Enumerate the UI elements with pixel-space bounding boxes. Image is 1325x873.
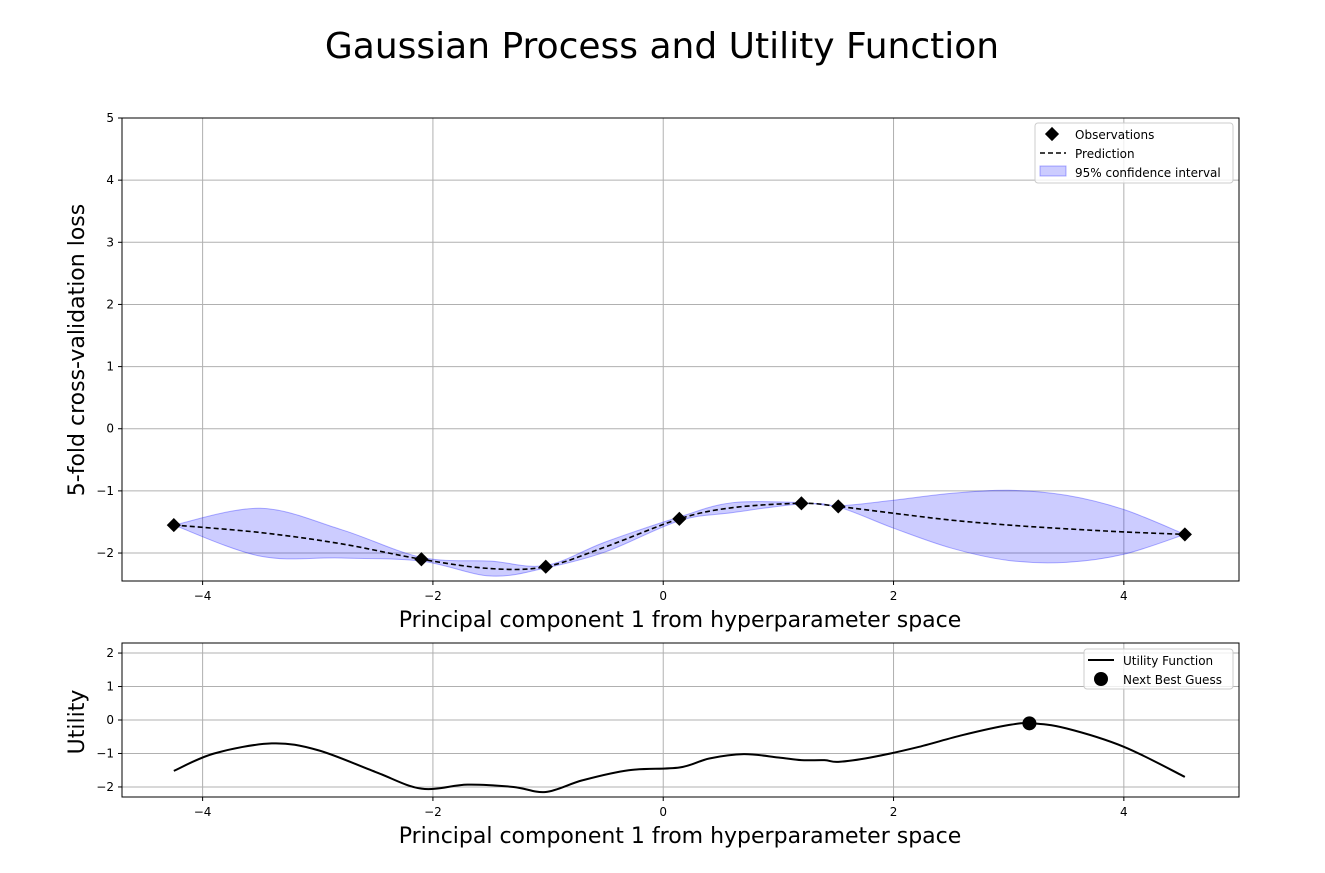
legend-prediction-label: Prediction bbox=[1075, 147, 1135, 161]
utility-line-layer bbox=[173, 722, 1186, 794]
gp-x-tick-label: −4 bbox=[194, 589, 212, 603]
ut-y-tick-label: 0 bbox=[106, 713, 114, 727]
gp-y-tick-label: 1 bbox=[106, 360, 114, 374]
utility-function-line bbox=[173, 722, 1186, 794]
gp-prediction-layer bbox=[173, 502, 1185, 571]
gp-observation-point bbox=[1177, 527, 1192, 542]
gp-observations-layer bbox=[166, 496, 1192, 574]
ut-x-tick-label: 2 bbox=[890, 805, 898, 819]
utility-x-ticks: −4 −2 0 2 4 bbox=[194, 797, 1128, 819]
gp-y-tick-label: −1 bbox=[96, 484, 114, 498]
gp-x-tick-label: −2 bbox=[424, 589, 442, 603]
ut-x-tick-label: 4 bbox=[1120, 805, 1128, 819]
ut-y-tick-label: 2 bbox=[106, 646, 114, 660]
utility-legend-box bbox=[1083, 648, 1234, 690]
ut-y-tick-label: −1 bbox=[96, 746, 114, 760]
gp-y-ticks: −2 −1 0 1 2 3 4 5 bbox=[96, 111, 122, 560]
next-best-guess-point bbox=[1022, 716, 1037, 731]
legend-ci-label: 95% confidence interval bbox=[1075, 166, 1221, 180]
legend-observations-marker bbox=[1044, 126, 1060, 142]
gp-observation-point bbox=[672, 511, 687, 526]
gp-observation-point bbox=[414, 552, 429, 567]
chart-title: Gaussian Process and Utility Function bbox=[325, 26, 999, 67]
gp-panel: −4 −2 0 2 4 −2 −1 0 1 2 3 4 5 Principal component 1… bbox=[65, 111, 1240, 633]
ut-x-tick-label: −4 bbox=[194, 805, 212, 819]
gp-x-ticks: −4 −2 0 2 4 bbox=[194, 581, 1128, 603]
gp-prediction-line bbox=[173, 502, 1185, 571]
gp-observation-point bbox=[166, 517, 181, 533]
gp-plot-frame bbox=[121, 117, 1240, 582]
gp-y-tick-label: −2 bbox=[96, 546, 114, 560]
gp-legend-box bbox=[1034, 122, 1234, 184]
utility-y-ticks: −2 −1 0 1 2 bbox=[96, 646, 122, 794]
legend-ci-patch bbox=[1039, 165, 1067, 177]
utility-next-guess-layer bbox=[1022, 716, 1037, 731]
gp-y-tick-label: 0 bbox=[106, 422, 114, 436]
ut-x-tick-label: −2 bbox=[424, 805, 442, 819]
ut-y-tick-label: −2 bbox=[96, 780, 114, 794]
utility-panel: −4 −2 0 2 4 −2 −1 0 1 2 Principal component 1 fr… bbox=[65, 642, 1240, 849]
gp-confidence-band-layer bbox=[171, 489, 1187, 577]
gp-y-axis-label: 5-fold cross-validation loss bbox=[65, 204, 90, 496]
gp-y-tick-label: 5 bbox=[106, 111, 114, 125]
gp-observation-point bbox=[538, 559, 553, 574]
legend-observations-label: Observations bbox=[1075, 128, 1154, 142]
ut-x-tick-label: 0 bbox=[659, 805, 667, 819]
gp-x-tick-label: 0 bbox=[659, 589, 667, 603]
gp-y-tick-label: 4 bbox=[106, 173, 114, 187]
gp-y-tick-label: 3 bbox=[106, 235, 114, 249]
gp-observation-point bbox=[831, 499, 846, 514]
legend-utility-label: Utility Function bbox=[1123, 654, 1213, 668]
legend-next-guess-label: Next Best Guess bbox=[1123, 673, 1222, 687]
gp-confidence-band bbox=[171, 489, 1187, 577]
gp-observation-point bbox=[794, 496, 809, 511]
utility-y-axis-label: Utility bbox=[65, 690, 90, 755]
ut-y-tick-label: 1 bbox=[106, 680, 114, 694]
gp-legend: Observations Prediction 95% confidence i… bbox=[1034, 122, 1234, 184]
gp-x-tick-label: 4 bbox=[1120, 589, 1128, 603]
legend-next-guess-marker bbox=[1094, 672, 1108, 686]
utility-x-axis-label: Principal component 1 from hyperparamete… bbox=[399, 824, 962, 849]
utility-legend: Utility Function Next Best Guess bbox=[1083, 648, 1234, 690]
gp-x-axis-label: Principal component 1 from hyperparamete… bbox=[399, 608, 962, 633]
gp-y-tick-label: 2 bbox=[106, 297, 114, 311]
gp-x-tick-label: 2 bbox=[890, 589, 898, 603]
utility-gridlines bbox=[122, 643, 1239, 797]
